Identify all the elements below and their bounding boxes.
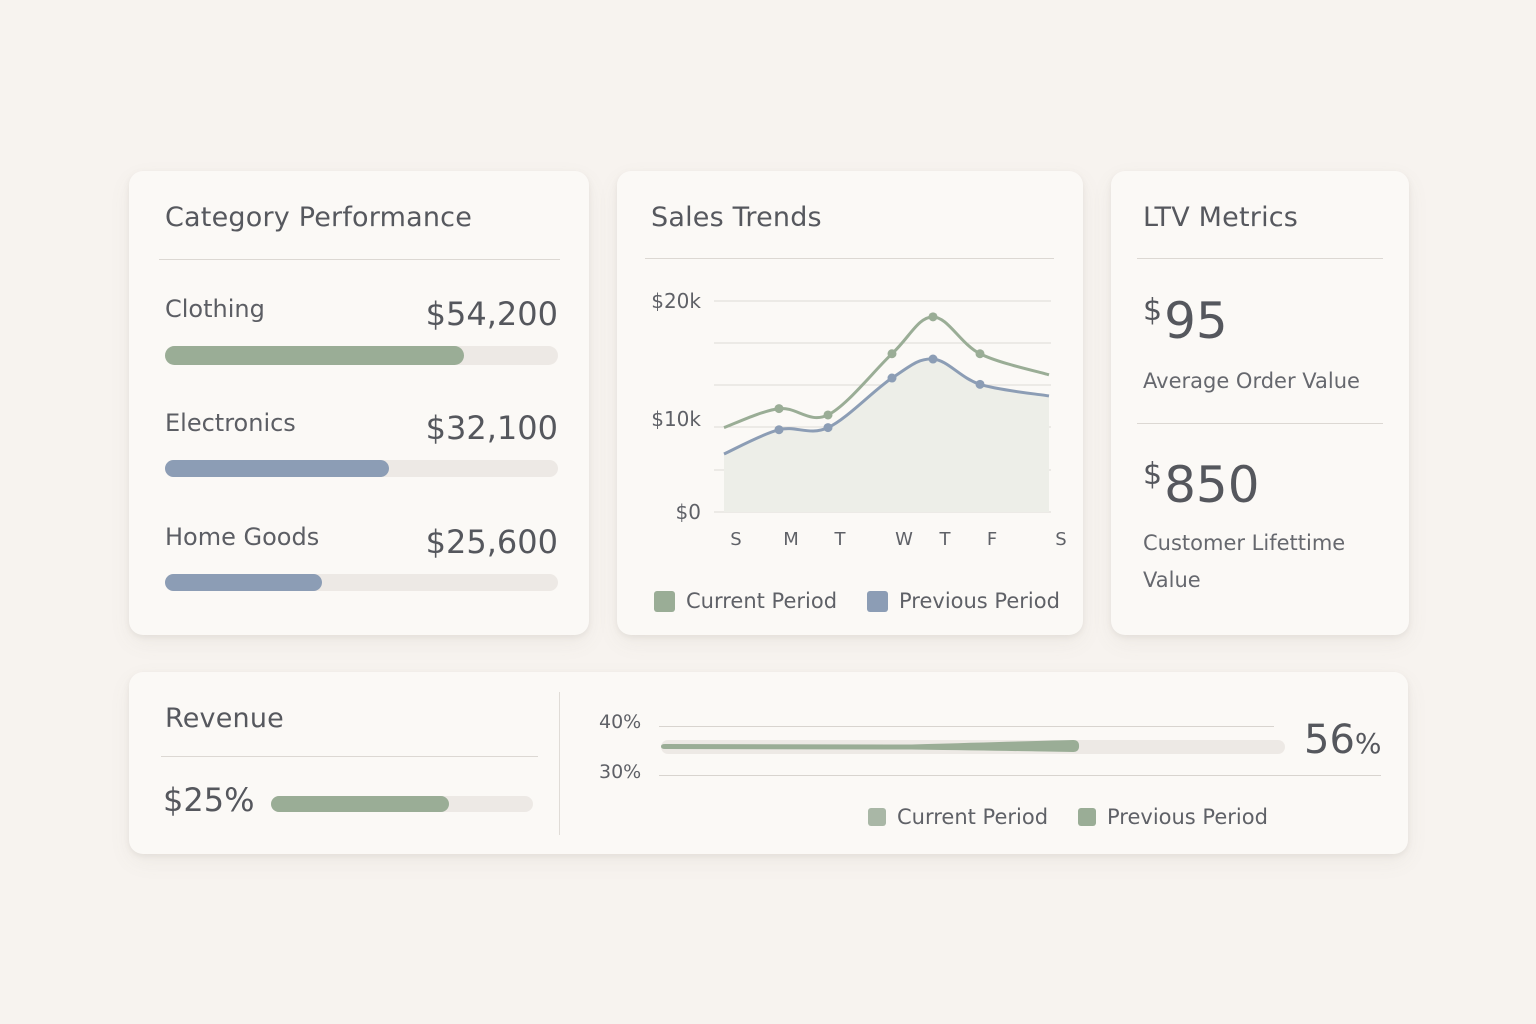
progress-fill <box>661 740 1080 752</box>
category-bar-fill <box>165 460 389 477</box>
y-tick-label: $10k <box>651 407 701 431</box>
revenue-legend-label-current: Current Period <box>897 805 1049 829</box>
category-value-home-goods: $25,600 <box>425 523 558 561</box>
axis-label-top: 40% <box>599 711 642 733</box>
y-tick-label: $0 <box>676 500 701 524</box>
vertical-separator <box>559 692 560 835</box>
data-point-previous <box>823 423 833 433</box>
legend-swatch-previous <box>867 590 888 612</box>
x-tick-label: S <box>1055 529 1066 550</box>
revenue-percentage: 56% <box>1304 717 1382 763</box>
revenue-legend-label-previous: Previous Period <box>1107 805 1268 829</box>
category-bar-home-goods <box>165 574 558 591</box>
y-tick-label: $20k <box>651 289 701 313</box>
currency-symbol: $ <box>1143 457 1163 492</box>
data-point-previous <box>975 379 985 389</box>
data-point-current <box>823 410 833 420</box>
divider <box>159 259 560 260</box>
divider <box>1137 258 1383 259</box>
category-label-electronics: Electronics <box>165 409 296 437</box>
gridline <box>659 726 1274 727</box>
category-label-home-goods: Home Goods <box>165 523 320 551</box>
data-point-previous <box>774 425 784 435</box>
category-value-clothing: $54,200 <box>425 295 558 333</box>
category-value-electronics: $32,100 <box>425 409 558 447</box>
average-order-value-amount: 95 <box>1164 292 1228 350</box>
category-bar-clothing <box>165 346 558 365</box>
revenue-percentage-number: 56 <box>1304 717 1355 763</box>
category-bar-electronics <box>165 460 558 477</box>
legend-previous-period: Previous Period <box>867 589 1060 613</box>
data-point-previous <box>928 354 938 364</box>
x-tick-label: T <box>939 529 952 550</box>
x-tick-label: S <box>730 529 741 550</box>
gridline <box>659 775 1381 776</box>
revenue-amount: $25% <box>163 781 255 819</box>
revenue-progress-bar <box>661 740 1285 754</box>
x-tick-label: F <box>987 529 997 550</box>
area-fill <box>724 358 1049 512</box>
category-label-clothing: Clothing <box>165 295 265 323</box>
currency-symbol: $ <box>1143 293 1163 328</box>
revenue-legend-previous: Previous Period <box>1078 805 1268 829</box>
legend-current-period: Current Period <box>654 589 837 613</box>
average-order-value-label: Average Order Value <box>1143 369 1360 393</box>
revenue-card: Revenue $25% 40% 30% 56% Current Period … <box>129 672 1408 854</box>
data-point-current <box>975 349 985 359</box>
revenue-bar-fill <box>271 796 450 812</box>
divider <box>161 756 538 757</box>
revenue-bar <box>271 796 533 812</box>
revenue-title: Revenue <box>165 703 284 734</box>
customer-lifetime-value: $850 <box>1143 456 1260 514</box>
x-tick-label: M <box>783 529 799 550</box>
data-point-current <box>928 312 938 322</box>
revenue-legend-swatch-current <box>868 808 886 826</box>
data-point-current <box>887 349 897 359</box>
data-point-current <box>774 404 784 414</box>
divider <box>645 258 1054 259</box>
ltv-metrics-card: LTV Metrics $95 Average Order Value $850… <box>1111 171 1409 635</box>
category-performance-card: Category Performance Clothing $54,200 El… <box>129 171 589 635</box>
category-bar-fill <box>165 574 323 591</box>
legend-label-previous: Previous Period <box>899 589 1060 613</box>
legend-label-current: Current Period <box>686 589 838 613</box>
category-bar-fill <box>165 346 464 365</box>
average-order-value: $95 <box>1143 292 1228 350</box>
ltv-metrics-title: LTV Metrics <box>1143 202 1299 233</box>
x-tick-label: T <box>834 529 847 550</box>
customer-lifetime-value-amount: 850 <box>1164 456 1260 514</box>
sales-trends-title: Sales Trends <box>651 202 822 233</box>
revenue-percentage-unit: % <box>1354 727 1382 760</box>
legend-swatch-current <box>654 590 675 612</box>
customer-lifetime-value-label: Customer Lifettime Value <box>1143 531 1346 592</box>
axis-label-bottom: 30% <box>599 761 642 783</box>
data-point-previous <box>887 373 897 383</box>
sales-trends-chart: $20k $10k $0 S M T W T F S <box>651 289 1066 550</box>
x-tick-label: W <box>895 529 913 550</box>
revenue-legend-current: Current Period <box>868 805 1048 829</box>
sales-trends-card: Sales Trends $20k $10k $0 S M T W T F S Current P… <box>617 171 1083 635</box>
divider <box>1137 423 1383 424</box>
revenue-legend-swatch-previous <box>1078 808 1096 826</box>
category-performance-title: Category Performance <box>165 202 473 233</box>
